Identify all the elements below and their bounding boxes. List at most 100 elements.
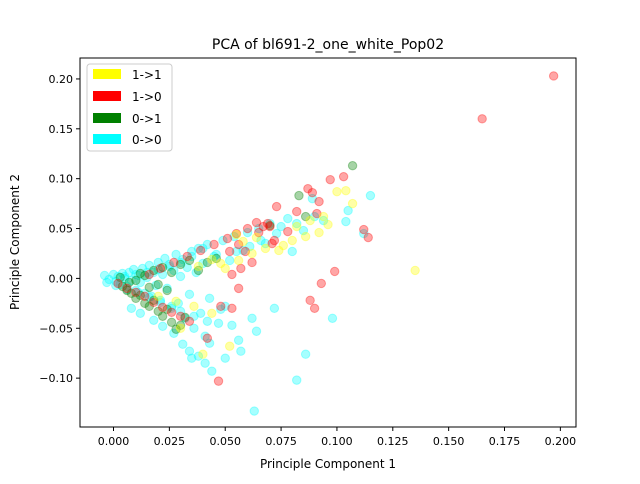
- point-1-to-0: [254, 227, 264, 238]
- plot-frame: [79, 57, 577, 428]
- point-0-to-0: [182, 262, 192, 273]
- point-0-to-0: [135, 308, 146, 319]
- point-0-to-1: [162, 304, 172, 315]
- point-0-to-0: [122, 284, 132, 295]
- point-1-to-1: [274, 245, 284, 256]
- point-1-to-1: [207, 254, 217, 265]
- point-1-to-1: [175, 323, 186, 333]
- point-0-to-1: [131, 293, 141, 304]
- point-1-to-0: [224, 246, 235, 257]
- point-1-to-0: [122, 283, 132, 294]
- point-0-to-0: [213, 318, 224, 328]
- point-1-to-0: [236, 263, 246, 274]
- point-1-to-0: [202, 333, 213, 343]
- point-0-to-1: [126, 288, 137, 299]
- legend-swatch-0-0: [93, 134, 121, 144]
- point-0-to-0: [341, 216, 351, 227]
- point-0-to-0: [140, 288, 150, 299]
- point-0-to-0: [144, 292, 154, 303]
- point-0-to-0: [247, 313, 257, 323]
- legend-label-0-1: 0->1: [132, 112, 162, 126]
- point-0-to-1: [211, 253, 221, 264]
- point-0-to-0: [256, 235, 266, 246]
- point-0-to-0: [128, 264, 139, 275]
- point-0-to-0: [318, 215, 329, 226]
- point-0-to-0: [175, 257, 186, 268]
- point-1-to-0: [231, 228, 242, 239]
- point-0-to-0: [142, 272, 152, 283]
- point-0-to-0: [218, 235, 228, 246]
- point-0-to-0: [233, 335, 244, 345]
- point-0-to-0: [198, 258, 208, 269]
- point-1-to-0: [314, 196, 324, 207]
- point-1-to-0: [216, 301, 226, 312]
- point-0-to-0: [173, 298, 184, 309]
- x-tick-label: 0.025: [154, 435, 186, 448]
- point-1-to-0: [240, 246, 251, 257]
- point-1-to-0: [233, 239, 244, 250]
- x-tick-label: 0.200: [545, 435, 577, 448]
- point-0-to-0: [245, 241, 255, 252]
- point-0-to-0: [220, 353, 230, 363]
- point-1-to-0: [265, 221, 275, 232]
- point-0-to-1: [135, 290, 146, 301]
- point-1-to-0: [312, 208, 322, 219]
- point-0-to-0: [157, 269, 168, 280]
- point-0-to-0: [200, 331, 210, 341]
- point-0-to-0: [142, 267, 152, 278]
- point-1-to-1: [153, 291, 163, 302]
- point-1-to-1: [347, 198, 358, 209]
- point-0-to-1: [157, 311, 168, 321]
- point-1-to-0: [303, 183, 313, 194]
- point-1-to-1: [207, 308, 217, 319]
- point-0-to-0: [236, 346, 246, 356]
- point-0-to-1: [300, 211, 311, 222]
- point-1-to-1: [341, 185, 351, 196]
- point-0-to-0: [153, 264, 163, 275]
- point-1-to-1: [171, 296, 181, 307]
- point-0-to-0: [193, 351, 204, 361]
- point-0-to-1: [131, 275, 141, 286]
- point-0-to-0: [191, 267, 201, 278]
- point-0-to-0: [119, 271, 130, 282]
- y-tick-label: −0.05: [39, 322, 73, 335]
- point-1-to-0: [269, 235, 280, 246]
- point-1-to-0: [359, 224, 369, 235]
- point-0-to-0: [249, 406, 259, 416]
- point-0-to-1: [265, 220, 275, 231]
- point-1-to-0: [227, 269, 237, 280]
- point-0-to-0: [195, 308, 206, 319]
- point-0-to-1: [144, 301, 154, 312]
- legend: 1->1 1->0 0->1 0->0: [86, 63, 173, 152]
- point-1-to-0: [305, 295, 315, 306]
- point-0-to-0: [283, 213, 293, 224]
- point-1-to-1: [410, 265, 420, 276]
- point-0-to-0: [131, 285, 141, 296]
- x-tick-label: 0.125: [377, 435, 409, 448]
- point-1-to-0: [338, 171, 349, 182]
- point-0-to-1: [184, 255, 195, 266]
- point-0-to-0: [189, 311, 199, 321]
- point-1-to-0: [209, 239, 219, 250]
- point-1-to-0: [184, 316, 195, 326]
- point-0-to-0: [178, 339, 188, 349]
- legend-swatch-0-1: [93, 113, 121, 123]
- y-tick-label: 0.15: [49, 123, 74, 136]
- point-0-to-0: [187, 246, 197, 257]
- point-1-to-0: [169, 257, 179, 268]
- point-1-to-1: [305, 215, 315, 226]
- point-0-to-1: [153, 279, 163, 290]
- point-0-to-0: [309, 211, 320, 222]
- point-0-to-0: [164, 261, 175, 272]
- point-0-to-1: [166, 317, 177, 327]
- point-0-to-0: [180, 313, 190, 323]
- point-0-to-0: [157, 321, 168, 331]
- point-1-to-0: [316, 278, 326, 289]
- x-tick-label: 0.100: [321, 435, 353, 448]
- point-0-to-0: [269, 303, 280, 314]
- point-0-to-1: [162, 285, 172, 296]
- point-1-to-1: [323, 219, 333, 230]
- point-0-to-0: [137, 263, 148, 274]
- point-0-to-0: [193, 243, 204, 254]
- x-axis-label: Principle Component 1: [260, 457, 396, 471]
